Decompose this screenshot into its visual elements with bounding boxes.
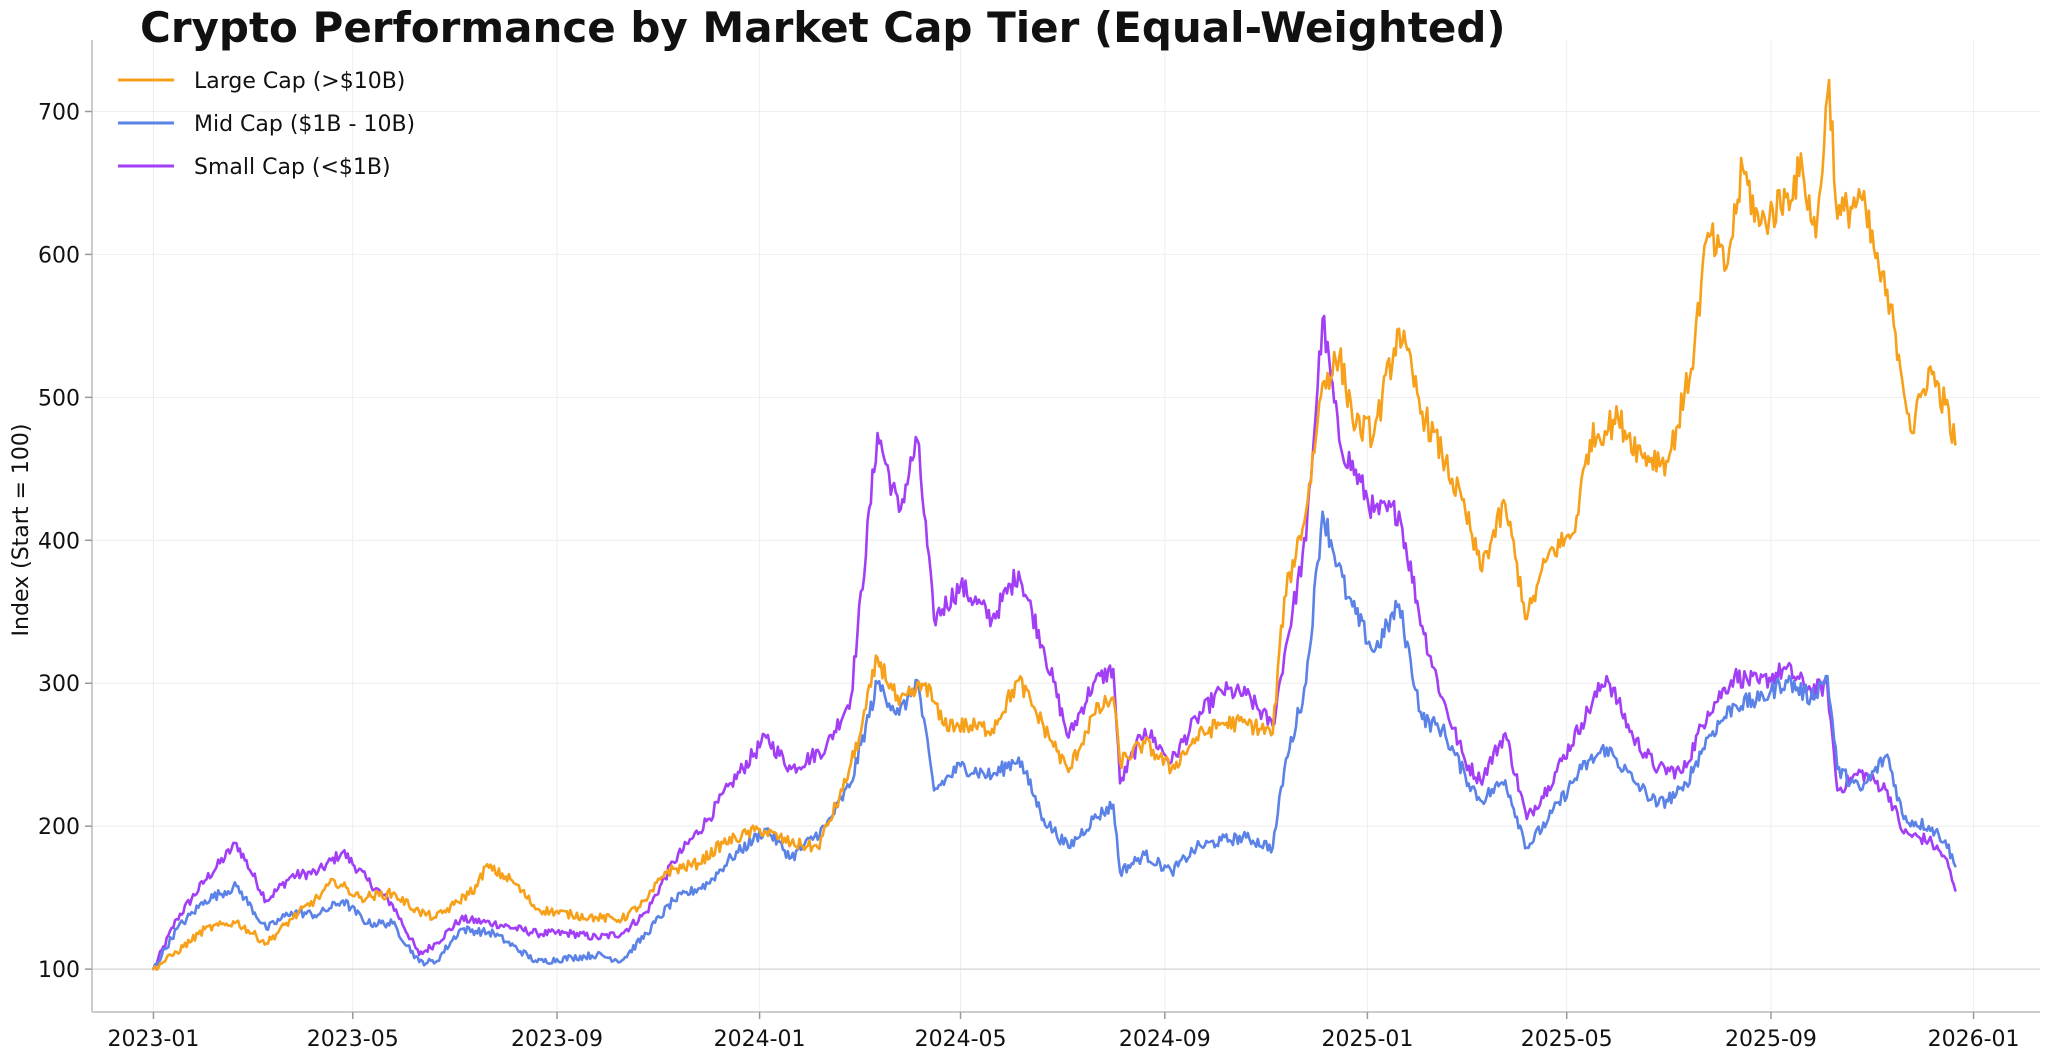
x-tick-label: 2023-09 (511, 1027, 603, 1052)
x-tick-label: 2026-01 (1928, 1027, 2020, 1052)
y-axis-label: Index (Start = 100) (9, 424, 34, 637)
x-tick-label: 2025-09 (1725, 1027, 1817, 1052)
x-tick-label: 2024-09 (1119, 1027, 1211, 1052)
y-tick-label: 700 (38, 100, 80, 125)
legend-label: Mid Cap ($1B - 10B) (194, 112, 415, 137)
axes (91, 40, 2040, 1013)
y-tick-label: 100 (38, 958, 80, 983)
y-tick-label: 300 (38, 672, 80, 697)
x-tick-label: 2025-05 (1521, 1027, 1613, 1052)
legend-label: Large Cap (>$10B) (194, 69, 405, 94)
y-tick-label: 500 (38, 386, 80, 411)
series-lines (152, 78, 1957, 971)
y-tick-label: 200 (38, 815, 80, 840)
y-tick-label: 600 (38, 243, 80, 268)
x-tick-label: 2025-01 (1321, 1027, 1413, 1052)
chart-title: Crypto Performance by Market Cap Tier (E… (140, 3, 1506, 52)
x-tick-label: 2023-05 (307, 1027, 399, 1052)
x-tick-label: 2023-01 (107, 1027, 199, 1052)
series-line-small-cap (152, 314, 1957, 971)
series-line-mid-cap (152, 510, 1957, 971)
x-tick-label: 2024-01 (714, 1027, 806, 1052)
legend: Large Cap (>$10B) Mid Cap ($1B - 10B) Smal… (118, 69, 415, 180)
x-tick-label: 2024-05 (915, 1027, 1007, 1052)
series-line-large-cap (152, 78, 1957, 971)
legend-label: Small Cap (<$1B) (194, 155, 391, 180)
tick-labels: 100 200 300 400 500 600 700 2023-01 2023-05 2023-… (38, 100, 2020, 1052)
y-tick-label: 400 (38, 529, 80, 554)
grid (92, 40, 2040, 1012)
